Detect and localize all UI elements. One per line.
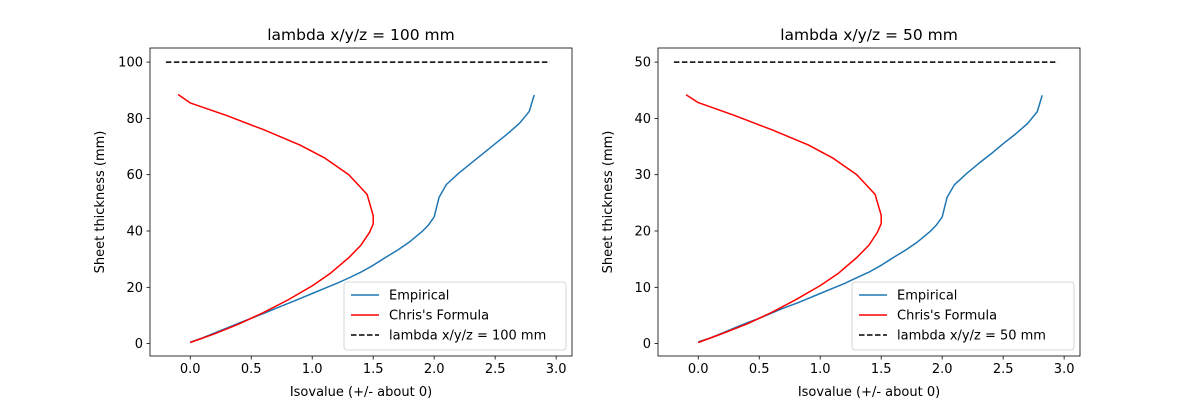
x-tick-label: 3.0 <box>1054 362 1075 377</box>
y-tick-label: 50 <box>634 56 651 71</box>
series-line-chris-s-formula <box>685 94 882 344</box>
x-tick-label: 1.5 <box>363 362 384 377</box>
x-axis-label: Isovalue (+/- about 0) <box>798 385 940 400</box>
series-line-chris-s-formula <box>177 93 374 344</box>
chart-title: lambda x/y/z = 50 mm <box>780 26 958 44</box>
legend-label: lambda x/y/z = 100 mm <box>389 329 546 344</box>
y-tick-label: 0 <box>135 337 143 352</box>
axes-frame <box>657 47 1081 357</box>
x-tick-label: 0.0 <box>688 362 709 377</box>
y-tick-label: 30 <box>634 168 651 183</box>
y-tick-label: 20 <box>126 281 143 296</box>
x-tick-label: 1.5 <box>871 362 892 377</box>
x-tick-label: 2.0 <box>932 362 953 377</box>
x-tick-label: 3.0 <box>546 362 567 377</box>
chart-1: 0.0 0.5 1.0 1.5 2.0 2.5 3.0 0 20 40 60 80 100 lambda … <box>93 26 573 400</box>
x-axis-label: Isovalue (+/- about 0) <box>290 385 432 400</box>
legend-label: lambda x/y/z = 50 mm <box>897 329 1046 344</box>
y-tick-label: 10 <box>634 281 651 296</box>
y-tick-label: 60 <box>126 168 143 183</box>
y-tick-label: 40 <box>634 112 651 127</box>
x-tick-label: 0.5 <box>241 362 262 377</box>
x-tick-label: 2.5 <box>993 362 1014 377</box>
legend: Empirical Chris's Formula lambda x/y/z = 1… <box>343 281 567 351</box>
y-axis-label: Sheet thickness (mm) <box>601 131 616 274</box>
y-axis-label: Sheet thickness (mm) <box>93 131 108 274</box>
x-tick-label: 1.0 <box>302 362 323 377</box>
legend-label: Chris's Formula <box>897 309 997 324</box>
legend-box <box>343 281 567 351</box>
x-tick-label: 2.5 <box>485 362 506 377</box>
legend: Empirical Chris's Formula lambda x/y/z = 5… <box>851 281 1075 351</box>
legend-label: Chris's Formula <box>389 309 489 324</box>
y-tick-label: 20 <box>634 224 651 239</box>
chart-2: 0.0 0.5 1.0 1.5 2.0 2.5 3.0 0 10 20 30 40 50 lambda x… <box>601 26 1081 400</box>
y-tick-label: 40 <box>126 224 143 239</box>
x-tick-label: 0.0 <box>180 362 201 377</box>
chart-title: lambda x/y/z = 100 mm <box>267 26 454 44</box>
y-tick-label: 80 <box>126 112 143 127</box>
x-tick-label: 2.0 <box>424 362 445 377</box>
x-tick-label: 1.0 <box>810 362 831 377</box>
legend-box <box>851 281 1075 351</box>
y-tick-label: 100 <box>118 56 143 71</box>
axes-frame <box>149 47 573 357</box>
y-tick-label: 0 <box>643 337 651 352</box>
x-tick-label: 0.5 <box>749 362 770 377</box>
legend-label: Empirical <box>897 289 957 304</box>
legend-label: Empirical <box>389 289 449 304</box>
